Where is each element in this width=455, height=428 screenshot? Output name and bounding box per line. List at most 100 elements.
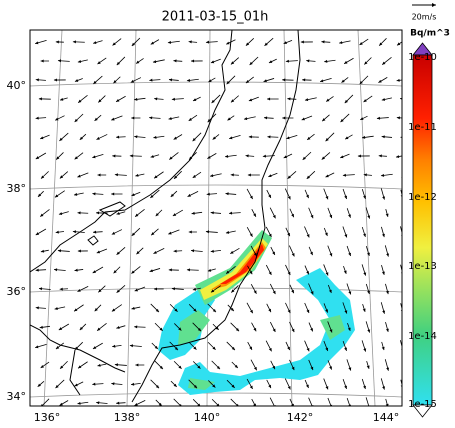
wind-arrow-head [77, 211, 81, 215]
wind-arrow-head [55, 346, 60, 350]
wind-arrow-head [40, 59, 44, 63]
scale-arrow [412, 3, 436, 7]
lat-label: 36° [7, 285, 27, 298]
wind-arrow-head [134, 135, 138, 139]
wind-arrow-head [168, 117, 172, 120]
wind-arrow-head [291, 253, 295, 257]
wind-arrow-head [40, 136, 44, 140]
wind-arrow-head [96, 211, 100, 215]
wind-arrow-head [193, 98, 197, 101]
wind-arrow-head [60, 97, 64, 101]
wind-arrow-head [378, 154, 382, 158]
wind-arrow [308, 397, 313, 406]
wind-arrow-head [310, 251, 313, 256]
wind-arrow-head [230, 61, 235, 65]
wind-arrow-head [268, 60, 273, 63]
wind-arrow-head [342, 173, 346, 177]
colorbar [412, 42, 433, 418]
wind-arrow-head [39, 325, 43, 329]
wind-arrow-head [54, 268, 58, 272]
wind-arrow-head [112, 154, 116, 158]
wind-arrow-head [348, 367, 352, 371]
wind-arrow-head [41, 175, 45, 179]
wind-arrow-head [379, 42, 383, 46]
wind-arrow-head [225, 230, 230, 234]
lat-label: 34° [7, 390, 27, 403]
wind-arrow-head [397, 42, 401, 46]
wind-arrow-head [208, 79, 212, 83]
wind-arrow-head [207, 155, 211, 159]
wind-arrow-head [134, 402, 138, 406]
wind-arrow-head [216, 365, 220, 370]
wind-arrow-head [225, 154, 229, 158]
wind-arrow-head [310, 328, 313, 332]
wind-arrow-head [114, 363, 118, 367]
wind-arrow-head [170, 193, 174, 197]
wind-arrow-head [268, 308, 271, 313]
wind-arrow-head [363, 233, 366, 237]
wind-arrow-head [378, 79, 382, 83]
wind-arrow-head [381, 135, 385, 139]
wind-arrow-head [58, 327, 63, 330]
wind-arrow-head [210, 211, 214, 215]
wind-arrow-head [153, 250, 157, 254]
wind-arrow-head [287, 386, 291, 390]
wind-arrow-head [96, 136, 100, 140]
wind-arrow-head [193, 385, 198, 389]
wind-arrow-head [77, 288, 81, 292]
wind-arrow-head [55, 40, 59, 44]
wind-arrow-head [306, 271, 309, 275]
wind-arrow-head [324, 59, 328, 63]
wind-arrow-head [348, 291, 352, 295]
wind-arrow-head [212, 136, 216, 140]
wind-arrow-head [267, 97, 271, 101]
wind-arrow-head [363, 348, 367, 352]
wind-arrow-head [116, 289, 120, 293]
wind-arrow-head [72, 40, 76, 44]
wind-arrow-head [206, 192, 210, 196]
wind-arrow-head [245, 42, 250, 46]
wind-arrow-head [272, 365, 275, 370]
wind-arrow-head [168, 78, 173, 82]
wind-arrow-head [136, 60, 140, 64]
wind-arrow-head [386, 367, 390, 371]
wind-arrow-head [59, 175, 64, 179]
wind-arrow-head [348, 214, 351, 218]
wind-arrow-head [382, 61, 386, 65]
wind-arrow-head [306, 175, 310, 179]
wind-arrow-head [382, 233, 385, 238]
wind-arrow-head [245, 80, 250, 84]
wind-arrow-head [348, 252, 352, 257]
wind-arrow-head [178, 403, 182, 406]
wind-arrow-head [149, 116, 153, 120]
wind-arrow-head [155, 385, 160, 389]
wind-arrow-head [306, 309, 310, 314]
wind-arrow-head [226, 41, 230, 45]
wind-arrow-head [98, 289, 102, 293]
wind-arrow-head [247, 173, 251, 177]
wind-arrow-head [282, 78, 286, 82]
wind-arrow-head [131, 116, 135, 120]
wind-arrow-head [287, 175, 291, 179]
wind-arrow-head [77, 249, 81, 253]
wind-arrow-head [97, 327, 101, 331]
wind-arrow-head [40, 249, 45, 253]
wind-arrow-head [268, 194, 271, 198]
wind-arrow-head [97, 173, 101, 177]
wind-arrow-head [262, 154, 266, 158]
wind-arrow [269, 397, 275, 406]
wind-arrow-head [249, 346, 253, 350]
wind-arrow-head [77, 174, 81, 178]
lon-label: 142° [287, 411, 314, 424]
wind-arrow-head [216, 403, 220, 406]
wind-arrow-head [116, 98, 120, 102]
wind-arrow-head [41, 403, 44, 406]
wind-arrow-head [264, 42, 268, 46]
wind-arrow-head [54, 307, 58, 310]
wind-arrow-head [234, 364, 238, 369]
colorbar-unit: Bq/m^3 [410, 29, 450, 39]
wind-arrow-head [97, 363, 101, 367]
wind-arrow-head [116, 326, 120, 329]
wind-arrow-head [111, 192, 115, 196]
